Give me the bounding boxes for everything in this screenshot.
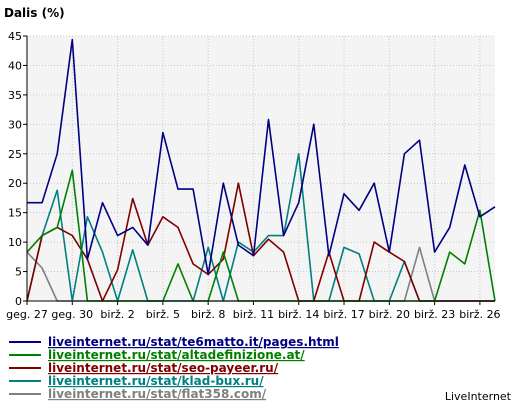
x-tick-label: birž. 14 xyxy=(278,308,319,321)
y-tick-label: 20 xyxy=(8,177,22,190)
x-tick-label: birž. 11 xyxy=(233,308,274,321)
credit-label: LiveInternet xyxy=(445,390,512,403)
chart-title: Dalis (%) xyxy=(4,6,65,20)
x-tick-label: birž. 8 xyxy=(191,308,225,321)
legend-item-link[interactable]: liveinternet.ru/stat/seo-payeer.ru/ xyxy=(48,361,279,375)
legend: liveinternet.ru/stat/te6matto.it/pages.h… xyxy=(9,335,339,401)
x-tick-label: birž. 2 xyxy=(100,308,134,321)
y-tick-label: 35 xyxy=(8,89,22,102)
y-tick-label: 10 xyxy=(8,236,22,249)
x-tick-label: geg. 27 xyxy=(6,308,48,321)
legend-item-link[interactable]: liveinternet.ru/stat/flat358.com/ xyxy=(48,387,267,401)
legend-item-link[interactable]: liveinternet.ru/stat/klad-bux.ru/ xyxy=(48,374,264,388)
y-tick-label: 45 xyxy=(8,30,22,43)
plot-area: 0 5 10 15 20 25 30 35 40 45 geg. 27 geg. 30 birž. 2 b… xyxy=(6,30,500,321)
y-tick-label: 5 xyxy=(15,266,22,279)
x-tick-label: birž. 20 xyxy=(369,308,410,321)
legend-item-link[interactable]: liveinternet.ru/stat/altadefinizione.at/ xyxy=(48,348,305,362)
series-line xyxy=(26,182,495,302)
y-tick-label: 25 xyxy=(8,148,22,161)
plot-background xyxy=(27,36,495,301)
x-tick-label: birž. 23 xyxy=(414,308,455,321)
y-tick-label: 15 xyxy=(8,207,22,220)
series-line xyxy=(27,38,496,276)
y-tick-label: 40 xyxy=(8,59,22,72)
x-tick-label: geg. 30 xyxy=(51,308,93,321)
y-tick-label: 0 xyxy=(15,295,22,308)
legend-item-link[interactable]: liveinternet.ru/stat/te6matto.it/pages.h… xyxy=(48,335,339,349)
x-tick-label: birž. 5 xyxy=(146,308,180,321)
y-tick-label: 30 xyxy=(8,118,22,131)
x-tick-label: birž. 17 xyxy=(323,308,364,321)
x-tick-label: birž. 26 xyxy=(459,308,500,321)
